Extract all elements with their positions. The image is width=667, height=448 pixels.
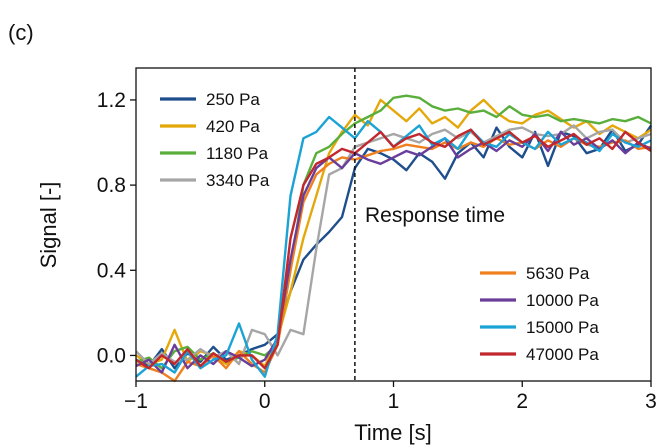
series-line-2	[135, 98, 652, 368]
legend-label: 3340 Pa	[206, 171, 270, 190]
x-tick-label: 2	[516, 390, 528, 413]
series-line-8	[135, 128, 652, 370]
legend-label: 250 Pa	[206, 90, 260, 109]
response-time-label: Response time	[365, 204, 505, 227]
series-line-6	[135, 130, 652, 374]
y-tick-label: 1.2	[97, 89, 126, 112]
legend-upper-left: 250 Pa 420 Pa 1180 Pa 3340 Pa	[160, 90, 270, 190]
legend-label: 1180 Pa	[206, 144, 269, 163]
x-axis-title: Time [s]	[354, 420, 431, 445]
y-tick-label: 0.4	[97, 259, 127, 282]
x-tick-label: 1	[388, 390, 400, 413]
legend-label: 10000 Pa	[526, 291, 599, 310]
y-tick-label: 0.0	[97, 344, 126, 367]
axes: −1 0 1 2 3 0.0 0.4 0.8 1.2	[97, 89, 657, 413]
legend-lower-right: 5630 Pa 10000 Pa 15000 Pa 47000 Pa	[480, 264, 599, 364]
series-lines	[135, 94, 652, 383]
series-line-5	[135, 137, 652, 383]
y-axis-title: Signal [-]	[36, 182, 61, 269]
legend-label: 5630 Pa	[526, 264, 590, 283]
x-tick-label: −1	[124, 390, 148, 413]
x-tick-label: 3	[645, 390, 657, 413]
response-time-annotation: Response time	[354, 68, 505, 381]
legend-label: 420 Pa	[206, 117, 260, 136]
series-line-4	[135, 124, 652, 366]
legend-label: 15000 Pa	[526, 318, 599, 337]
legend-label: 47000 Pa	[526, 345, 599, 364]
y-tick-label: 0.8	[97, 174, 126, 197]
panel-label: (c)	[8, 20, 34, 45]
x-tick-label: 0	[259, 390, 271, 413]
